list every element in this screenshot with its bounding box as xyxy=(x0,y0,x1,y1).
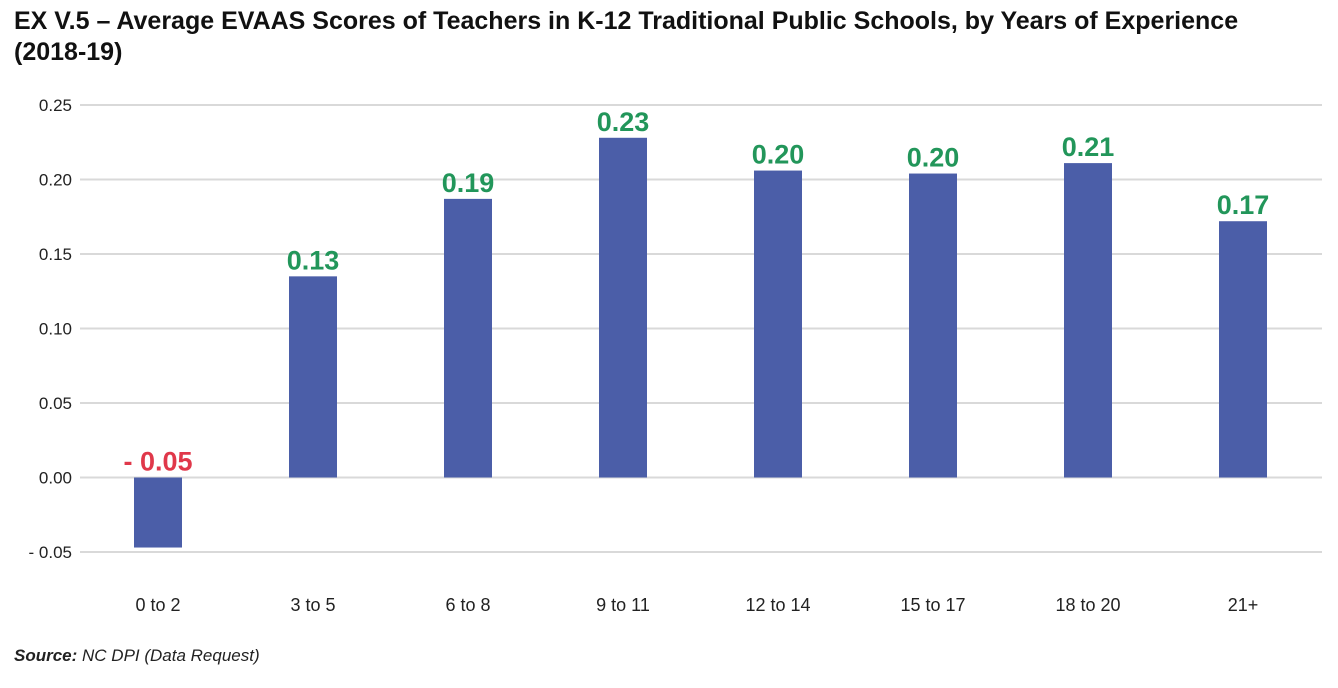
source-note: Source: NC DPI (Data Request) xyxy=(14,646,260,666)
x-tick-label: 12 to 14 xyxy=(745,595,810,615)
data-label: 0.20 xyxy=(907,143,960,173)
data-label: 0.19 xyxy=(442,168,495,198)
x-tick-label: 0 to 2 xyxy=(135,595,180,615)
source-text: NC DPI (Data Request) xyxy=(77,646,260,665)
x-tick-label: 6 to 8 xyxy=(445,595,490,615)
data-label: 0.13 xyxy=(287,245,340,275)
y-tick-label: 0.00 xyxy=(39,469,72,488)
y-tick-label: 0.15 xyxy=(39,245,72,264)
x-tick-label: 15 to 17 xyxy=(900,595,965,615)
y-tick-label: 0.10 xyxy=(39,320,72,339)
x-tick-label: 18 to 20 xyxy=(1055,595,1120,615)
x-tick-label: 9 to 11 xyxy=(596,595,650,615)
x-tick-label: 21+ xyxy=(1228,595,1259,615)
data-label: 0.20 xyxy=(752,140,805,170)
bar xyxy=(134,477,182,548)
data-label: 0.17 xyxy=(1217,190,1270,220)
y-tick-label: 0.20 xyxy=(39,171,72,190)
bar xyxy=(1064,163,1112,478)
data-label: 0.21 xyxy=(1062,132,1115,162)
y-tick-label: 0.25 xyxy=(39,96,72,115)
y-tick-label: 0.05 xyxy=(39,394,72,413)
bar xyxy=(289,276,337,478)
bar xyxy=(1219,221,1267,478)
bar xyxy=(444,198,492,478)
source-label: Source: xyxy=(14,646,78,665)
bar xyxy=(599,137,647,478)
data-label: 0.23 xyxy=(597,107,650,137)
x-tick-label: 3 to 5 xyxy=(290,595,335,615)
chart-title: EX V.5 – Average EVAAS Scores of Teacher… xyxy=(14,7,1239,66)
data-label: - 0.05 xyxy=(123,447,192,477)
bar xyxy=(909,173,957,478)
y-tick-label: - 0.05 xyxy=(29,543,72,562)
bar xyxy=(754,170,802,478)
